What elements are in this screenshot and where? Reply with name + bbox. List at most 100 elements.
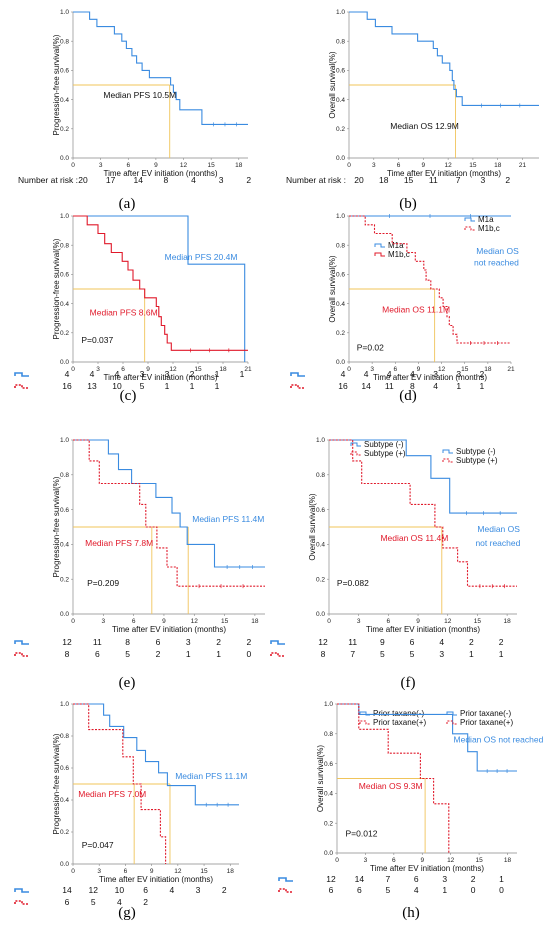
- survival-curve-1: [73, 11, 248, 125]
- x-tick-label: 18: [484, 366, 492, 373]
- x-tick-label: 0: [71, 162, 75, 169]
- x-tick-label: 6: [121, 366, 125, 373]
- annotation-text: P=0.037: [81, 335, 113, 345]
- x-tick-label: 0: [71, 618, 75, 625]
- y-tick-label: 0.6: [60, 68, 69, 75]
- risk-count: 2: [469, 637, 474, 647]
- legend-label: Prior taxane(-): [460, 709, 511, 718]
- annotation-text: P=0.012: [346, 829, 378, 839]
- risk-count: 3: [140, 369, 145, 379]
- y-tick-label: 0.4: [60, 301, 69, 308]
- x-tick-label: 15: [461, 366, 469, 373]
- legend-label: Subtype (+): [456, 456, 498, 465]
- y-axis-label: Progression-free survival(%): [52, 476, 61, 577]
- risk-table-header: Number at risk :: [18, 175, 78, 185]
- survival-curve-1: [337, 703, 517, 772]
- y-tick-label: 0.2: [60, 829, 69, 836]
- risk-count: 4: [169, 885, 174, 895]
- x-axis-label: Time after EV initiation (months): [104, 373, 218, 382]
- annotation-text: Median PFS 11.1M: [175, 771, 247, 781]
- legend-swatch: [359, 720, 370, 725]
- y-tick-label: 0.8: [336, 242, 345, 249]
- y-tick-label: 0.4: [336, 97, 345, 104]
- x-tick-label: 15: [221, 618, 229, 625]
- y-tick-label: 0.8: [60, 472, 69, 479]
- risk-count: 5: [410, 649, 415, 659]
- annotation-text: Median OS 12.9M: [390, 121, 459, 131]
- risk-count: 3: [439, 649, 444, 659]
- legend-label: Prior taxane(+): [460, 718, 513, 727]
- risk-count: 8: [164, 175, 169, 185]
- risk-count: 2: [247, 637, 252, 647]
- risk-count: 9: [380, 637, 385, 647]
- annotation-text: P=0.209: [87, 578, 119, 588]
- y-axis-label: Overall survival(%): [316, 745, 325, 812]
- x-tick-label: 18: [227, 868, 235, 875]
- annotation-text: Median PFS 20.4M: [165, 252, 238, 262]
- x-tick-label: 3: [97, 868, 101, 875]
- risk-count: 8: [410, 381, 415, 391]
- risk-count: 4: [410, 369, 415, 379]
- y-tick-label: 0.0: [316, 611, 325, 618]
- x-tick-label: 0: [335, 857, 339, 864]
- survival-curve-2: [337, 703, 450, 853]
- risk-count: 2: [222, 885, 227, 895]
- risk-count: 6: [410, 637, 415, 647]
- survival-curve-1: [329, 439, 517, 514]
- legend-swatch: [446, 711, 457, 716]
- risk-count: 3: [481, 175, 486, 185]
- x-tick-label: 12: [169, 366, 177, 373]
- x-tick-label: 9: [422, 162, 426, 169]
- y-tick-label: 0.0: [60, 359, 69, 366]
- y-tick-label: 0.8: [60, 733, 69, 740]
- risk-count: 14: [134, 175, 144, 185]
- risk-count: 1: [456, 381, 461, 391]
- risk-count: 2: [143, 897, 148, 907]
- x-tick-label: 6: [392, 857, 396, 864]
- annotation-text: Median OS 11.1M: [382, 304, 450, 314]
- x-tick-label: 12: [174, 868, 182, 875]
- x-tick-label: 12: [438, 366, 446, 373]
- annotation-text: Median PFS 7.0M: [78, 789, 146, 799]
- risk-count: 6: [65, 897, 70, 907]
- risk-count: 4: [433, 381, 438, 391]
- annotation-text: Median OS 9.3M: [359, 781, 423, 791]
- risk-count: 2: [190, 369, 195, 379]
- risk-count: 11: [429, 175, 438, 185]
- risk-count: 0: [471, 885, 476, 895]
- x-tick-label: 3: [357, 618, 361, 625]
- x-tick-label: 18: [504, 857, 512, 864]
- risk-count: 2: [216, 637, 221, 647]
- risk-row-swatch: [290, 384, 305, 389]
- x-tick-label: 15: [475, 857, 483, 864]
- survival-curve-2: [73, 215, 248, 351]
- y-tick-label: 0.6: [60, 507, 69, 514]
- annotation-text: Median OS not reached: [454, 735, 544, 745]
- risk-count: 2: [499, 637, 504, 647]
- x-tick-label: 3: [364, 857, 368, 864]
- risk-count: 17: [106, 175, 116, 185]
- legend-swatch: [374, 252, 385, 257]
- km-panel: 0.0 0.2 0.4 0.6 0.8 1.0 0 3 6 9 12 15 18 Time after E…: [18, 9, 251, 212]
- panel-label: (c): [120, 388, 137, 404]
- risk-row-swatch: [14, 652, 29, 657]
- y-tick-label: 0.2: [60, 330, 69, 337]
- annotation-text: P=0.02: [357, 342, 384, 352]
- y-tick-label: 0.6: [60, 272, 69, 279]
- risk-count: 5: [140, 381, 145, 391]
- risk-row-swatch: [278, 888, 293, 893]
- x-tick-label: 21: [244, 366, 252, 373]
- legend-swatch: [359, 711, 370, 716]
- risk-row-swatch: [278, 877, 293, 882]
- y-tick-label: 1.0: [316, 437, 325, 444]
- risk-count: 5: [91, 897, 96, 907]
- x-tick-label: 12: [191, 618, 199, 625]
- risk-count: 6: [95, 649, 100, 659]
- y-tick-label: 0.4: [316, 542, 325, 549]
- risk-count: 6: [414, 874, 419, 884]
- risk-count: 1: [216, 649, 221, 659]
- x-tick-label: 0: [347, 366, 351, 373]
- survival-curve-2: [329, 439, 517, 587]
